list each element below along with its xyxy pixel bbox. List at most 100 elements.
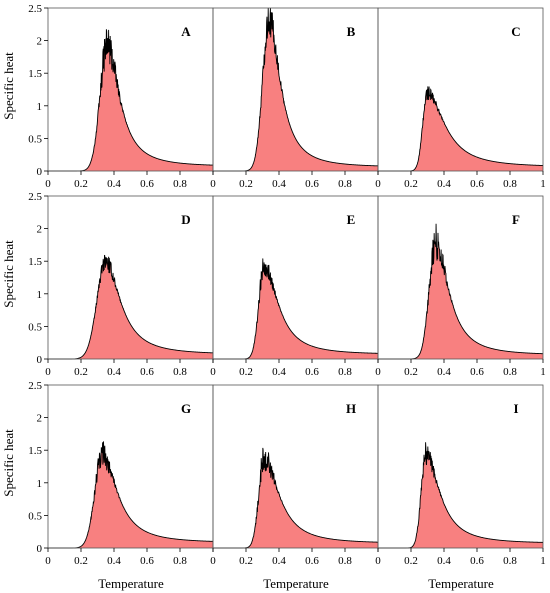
panel-e: E 0 0.2 0.4 0.6 0.8 [210,195,379,378]
panel-frame [377,195,544,360]
x-tick-label: 0 [45,555,51,567]
x-tick-label: 0.4 [437,366,451,378]
x-tick-label: 0.2 [404,178,418,190]
y-tick-label: 1 [37,478,43,490]
x-tick-label: 0 [210,555,216,567]
x-tick-label: 0.6 [470,555,484,567]
y-tick-label: 1.5 [28,256,42,268]
x-tick-label: 0.2 [239,366,253,378]
x-tick-label: 1 [540,178,546,190]
y-tick-label: 1 [37,101,43,113]
y-axis-title-row-2: Specific heat [1,240,16,308]
panel-frame [377,7,544,172]
x-tick-label: 0.4 [272,178,286,190]
x-tick-label: 0.4 [437,178,451,190]
x-tick-label: 0.8 [173,178,187,190]
panel-label: D [181,212,190,227]
x-tick-label: 0.2 [74,178,88,190]
y-tick-label: 2.5 [28,191,42,203]
panel-i: I 0 0.2 0.4 0.6 0.8 1 [375,384,546,567]
area-fill-i [378,442,543,548]
x-tick-label: 0.4 [272,366,286,378]
x-tick-label: 0.4 [272,555,286,567]
y-tick-label: 2 [37,413,43,425]
y-tick-label: 0 [37,166,43,178]
x-tick-label: 0.4 [437,555,451,567]
panel-g: G 0 0.5 1 1.5 2 2.5 0 0.2 0.4 0.6 0.8 [28,380,214,567]
y-tick-label: 0 [37,354,43,366]
x-tick-label: 0.2 [404,366,418,378]
area-fill-c [378,86,543,171]
x-tick-label: 0.6 [140,178,154,190]
area-fill-f [378,223,543,359]
panel-label: A [181,24,191,39]
x-tick-label: 0.2 [74,555,88,567]
panel-h: H 0 0.2 0.4 0.6 0.8 [210,384,379,567]
area-fill-a [48,29,213,171]
x-tick-label: 1 [540,555,546,567]
x-tick-label: 0.8 [338,555,352,567]
y-tick-label: 2.5 [28,380,42,392]
y-axis-title-row-3: Specific heat [1,429,16,497]
x-tick-label: 0 [375,555,381,567]
panel-f: F 0 0.2 0.4 0.6 0.8 1 [375,195,546,378]
x-tick-label: 0.4 [107,178,121,190]
panel-label: H [346,401,356,416]
panel-grid: A00.511.522.50 0.2 0.4 0.6 0.8B0 0.2 0.4 0.6 0.8… [28,3,546,567]
panel-d: D 0 0.5 1 1.5 2 2.5 0 0.2 0.4 0.6 0.8 [28,191,214,378]
panel-label: B [347,24,356,39]
x-tick-label: 0.6 [305,555,319,567]
x-tick-label: 0.2 [404,555,418,567]
y-tick-label: 0.5 [28,133,42,145]
area-fill-d [48,255,213,359]
x-tick-label: 0.8 [503,366,517,378]
x-tick-label: 0.8 [173,555,187,567]
x-tick-label: 0.6 [470,178,484,190]
x-tick-label: 0 [375,366,381,378]
x-tick-label: 0.6 [470,366,484,378]
y-tick-label: 0 [37,543,43,555]
panel-b: B 0 0.2 0.4 0.6 0.8 [210,7,379,190]
y-tick-label: 1.5 [28,68,42,80]
y-tick-label: 0.5 [28,510,42,522]
x-tick-label: 0.8 [338,366,352,378]
area-fill-h [213,447,378,548]
panel-label: C [511,24,520,39]
y-tick-label: 2 [37,36,43,48]
panel-a: A 0 0.5 1 1.5 2 2.5 0 0.2 0.4 0.6 0.8 [28,3,214,190]
x-tick-label: 0.8 [503,555,517,567]
y-tick-label: 0.5 [28,321,42,333]
x-tick-label: 0.4 [107,366,121,378]
x-tick-label: 0 [375,178,381,190]
x-tick-label: 0 [45,178,51,190]
panel-c: C 0 0.2 0.4 0.6 0.8 1 [375,7,546,190]
x-tick-label: 0.2 [74,366,88,378]
x-axis-title-col-3: Temperature [428,576,494,591]
x-tick-label: 0 [210,178,216,190]
x-tick-label: 0 [45,366,51,378]
y-axis-title-row-1: Specific heat [1,52,16,120]
x-tick-label: 0.8 [503,178,517,190]
x-axis-title-col-1: Temperature [98,576,164,591]
area-fill-e [213,258,378,359]
x-tick-label: 0.8 [173,366,187,378]
panel-label: I [513,401,518,416]
y-tick-label: 2.5 [28,3,42,15]
panel-label: G [181,401,191,416]
x-tick-label: 1 [540,366,546,378]
y-tick-label: 1.5 [28,445,42,457]
x-tick-label: 0.8 [338,178,352,190]
x-tick-label: 0.6 [140,555,154,567]
panel-frame [377,384,544,549]
x-tick-label: 0.6 [305,178,319,190]
x-axis-title-col-2: Temperature [263,576,329,591]
x-tick-label: 0.2 [239,555,253,567]
x-tick-label: 0.2 [239,178,253,190]
x-tick-label: 0 [210,366,216,378]
y-tick-label: 1 [37,289,43,301]
panel-label: E [347,212,356,227]
panel-label: F [512,212,520,227]
y-tick-label: 2 [37,224,43,236]
x-tick-label: 0.4 [107,555,121,567]
